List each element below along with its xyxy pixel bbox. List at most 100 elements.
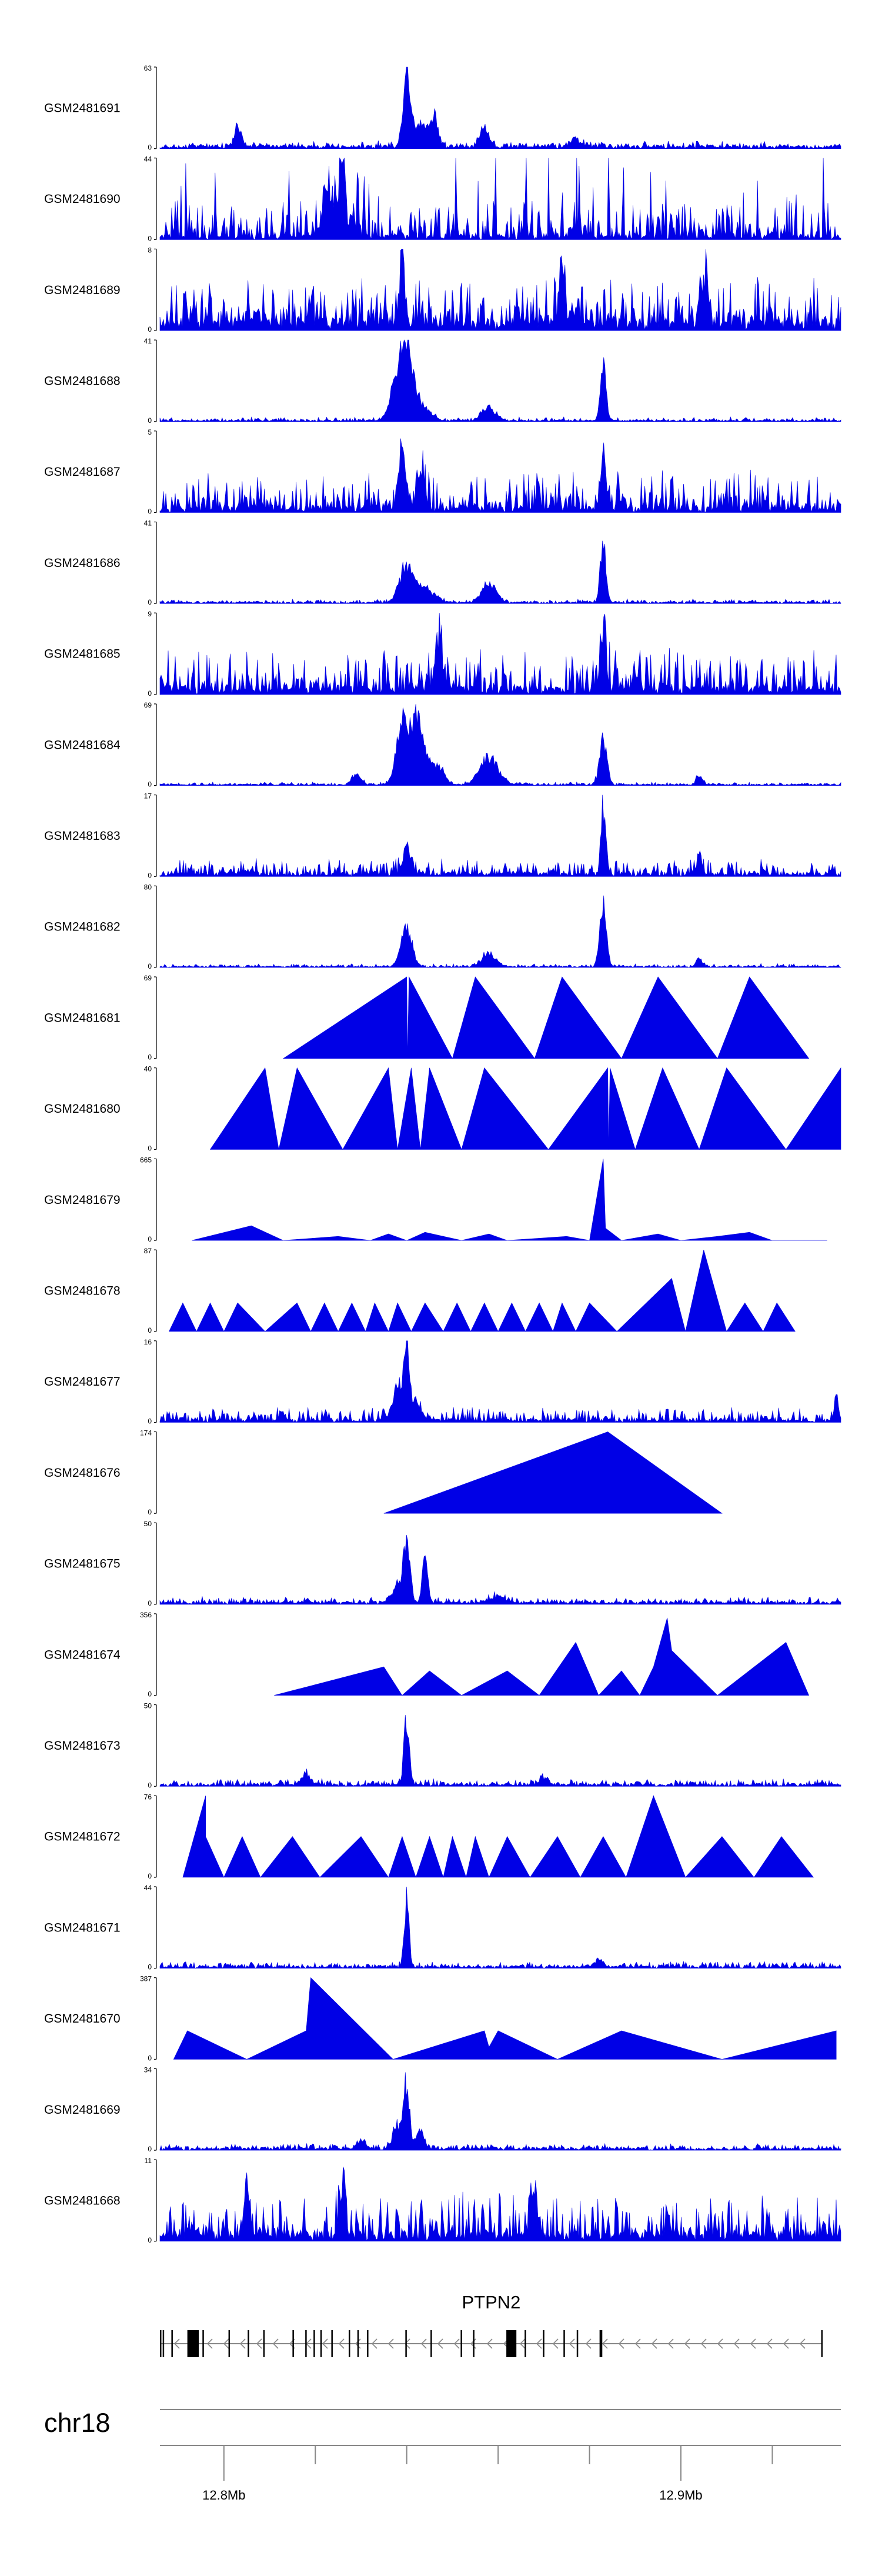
coverage-area (159, 1886, 841, 1969)
track-GSM2481686: GSM2481686 41 0 (44, 519, 841, 606)
strand-arrow (371, 2338, 377, 2349)
track-GSM2481689: GSM2481689 8 0 (44, 246, 841, 333)
exon (357, 2330, 359, 2357)
track-ymin-label: 0 (148, 1599, 152, 1607)
strand-arrow (569, 2338, 575, 2349)
coverage-area (159, 1715, 841, 1787)
track-GSM2481678: GSM2481678 87 0 (44, 1247, 796, 1334)
coverage-tracks: GSM2481691630GSM2481690440GSM248168980GS… (44, 64, 841, 2244)
track-label: GSM2481685 (44, 648, 121, 661)
track-ymin-label: 0 (148, 2236, 152, 2244)
track-ymax-label: 387 (140, 1975, 152, 1983)
coverage-area (209, 1067, 841, 1150)
exon (313, 2330, 315, 2357)
track-ymin-label: 0 (148, 144, 152, 152)
strand-arrow (437, 2338, 443, 2349)
track-ymax-label: 69 (144, 974, 152, 982)
track-ymin-label: 0 (148, 234, 152, 242)
coverage-area (159, 339, 841, 422)
track-GSM2481691: GSM2481691 63 0 (44, 64, 841, 152)
strand-arrow (700, 2338, 707, 2349)
track-label: GSM2481671 (44, 1921, 121, 1934)
exon (320, 2330, 322, 2357)
track-label: GSM2481688 (44, 374, 121, 388)
strand-arrow (766, 2338, 773, 2349)
gene-name: PTPN2 (462, 2292, 520, 2313)
track-GSM2481684: GSM2481684 69 0 (44, 701, 841, 789)
track-GSM2481671: GSM2481671 44 0 (44, 1884, 841, 1971)
track-ymax-label: 63 (144, 64, 152, 72)
track-GSM2481674: GSM2481674 356 0 (44, 1611, 810, 1699)
track-label: GSM2481669 (44, 2103, 121, 2117)
track-ymin-label: 0 (148, 325, 152, 333)
coverage-area (182, 1795, 814, 1878)
track-ymin-label: 0 (148, 2145, 152, 2153)
track-label: GSM2481684 (44, 738, 121, 752)
track-label: GSM2481672 (44, 1830, 121, 1844)
exon (821, 2330, 823, 2357)
track-ymax-label: 16 (144, 1338, 152, 1346)
track-label: GSM2481673 (44, 1739, 121, 1753)
exon (473, 2330, 475, 2357)
track-ymin-label: 0 (148, 598, 152, 606)
strand-arrow (404, 2338, 410, 2349)
track-ymax-label: 356 (140, 1611, 152, 1619)
coverage-area (159, 66, 841, 149)
track-GSM2481679: GSM2481679 665 0 (44, 1156, 827, 1243)
strand-arrow (256, 2338, 262, 2349)
track-label: GSM2481689 (44, 283, 121, 297)
track-label: GSM2481680 (44, 1102, 121, 1116)
track-label: GSM2481690 (44, 192, 121, 206)
coverage-area (169, 1250, 796, 1332)
strand-arrow (750, 2338, 756, 2349)
gene-track: PTPN2 (160, 2292, 823, 2357)
coverage-area (192, 1159, 827, 1241)
track-ymax-label: 174 (140, 1429, 152, 1437)
track-ymin-label: 0 (148, 1053, 152, 1062)
track-ymax-label: 50 (144, 1702, 152, 1710)
track-ymin-label: 0 (148, 689, 152, 698)
strand-arrow (618, 2338, 624, 2349)
exon (430, 2330, 432, 2357)
strand-arrow (552, 2338, 559, 2349)
coverage-area (159, 1340, 841, 1423)
track-ymax-label: 5 (148, 428, 152, 436)
coverage-area (159, 613, 841, 695)
track-ymax-label: 11 (145, 2157, 152, 2165)
track-GSM2481676: GSM2481676 174 0 (44, 1429, 723, 1516)
coverage-area (159, 540, 841, 604)
track-GSM2481669: GSM2481669 34 0 (44, 2066, 841, 2153)
track-ymin-label: 0 (148, 2054, 152, 2062)
track-ymax-label: 41 (144, 519, 152, 528)
strand-arrow (717, 2338, 723, 2349)
strand-arrow (783, 2338, 789, 2349)
exon (187, 2330, 199, 2357)
exon (506, 2330, 517, 2357)
strand-arrow (799, 2338, 806, 2349)
track-ymin-label: 0 (148, 508, 152, 516)
exon (202, 2330, 204, 2357)
track-ymax-label: 41 (144, 337, 152, 345)
track-GSM2481688: GSM2481688 41 0 (44, 337, 841, 425)
track-ymax-label: 44 (144, 1884, 152, 1892)
track-ymax-label: 9 (148, 610, 152, 618)
track-ymax-label: 50 (144, 1520, 152, 1528)
track-ymax-label: 87 (144, 1247, 152, 1255)
coverage-area (159, 2167, 841, 2242)
exon (305, 2330, 307, 2357)
strand-arrow (355, 2338, 361, 2349)
track-ymin-label: 0 (148, 1963, 152, 1971)
strand-arrow (634, 2338, 641, 2349)
exon (331, 2330, 333, 2357)
coverage-area (282, 976, 810, 1059)
track-label: GSM2481675 (44, 1557, 121, 1571)
exon (162, 2330, 165, 2357)
track-label: GSM2481676 (44, 1466, 121, 1480)
coverage-area (159, 438, 841, 513)
track-ymax-label: 80 (144, 883, 152, 891)
exon (563, 2330, 565, 2357)
track-GSM2481685: GSM2481685 9 0 (44, 610, 841, 698)
track-label: GSM2481668 (44, 2194, 121, 2207)
track-label: GSM2481683 (44, 829, 121, 843)
